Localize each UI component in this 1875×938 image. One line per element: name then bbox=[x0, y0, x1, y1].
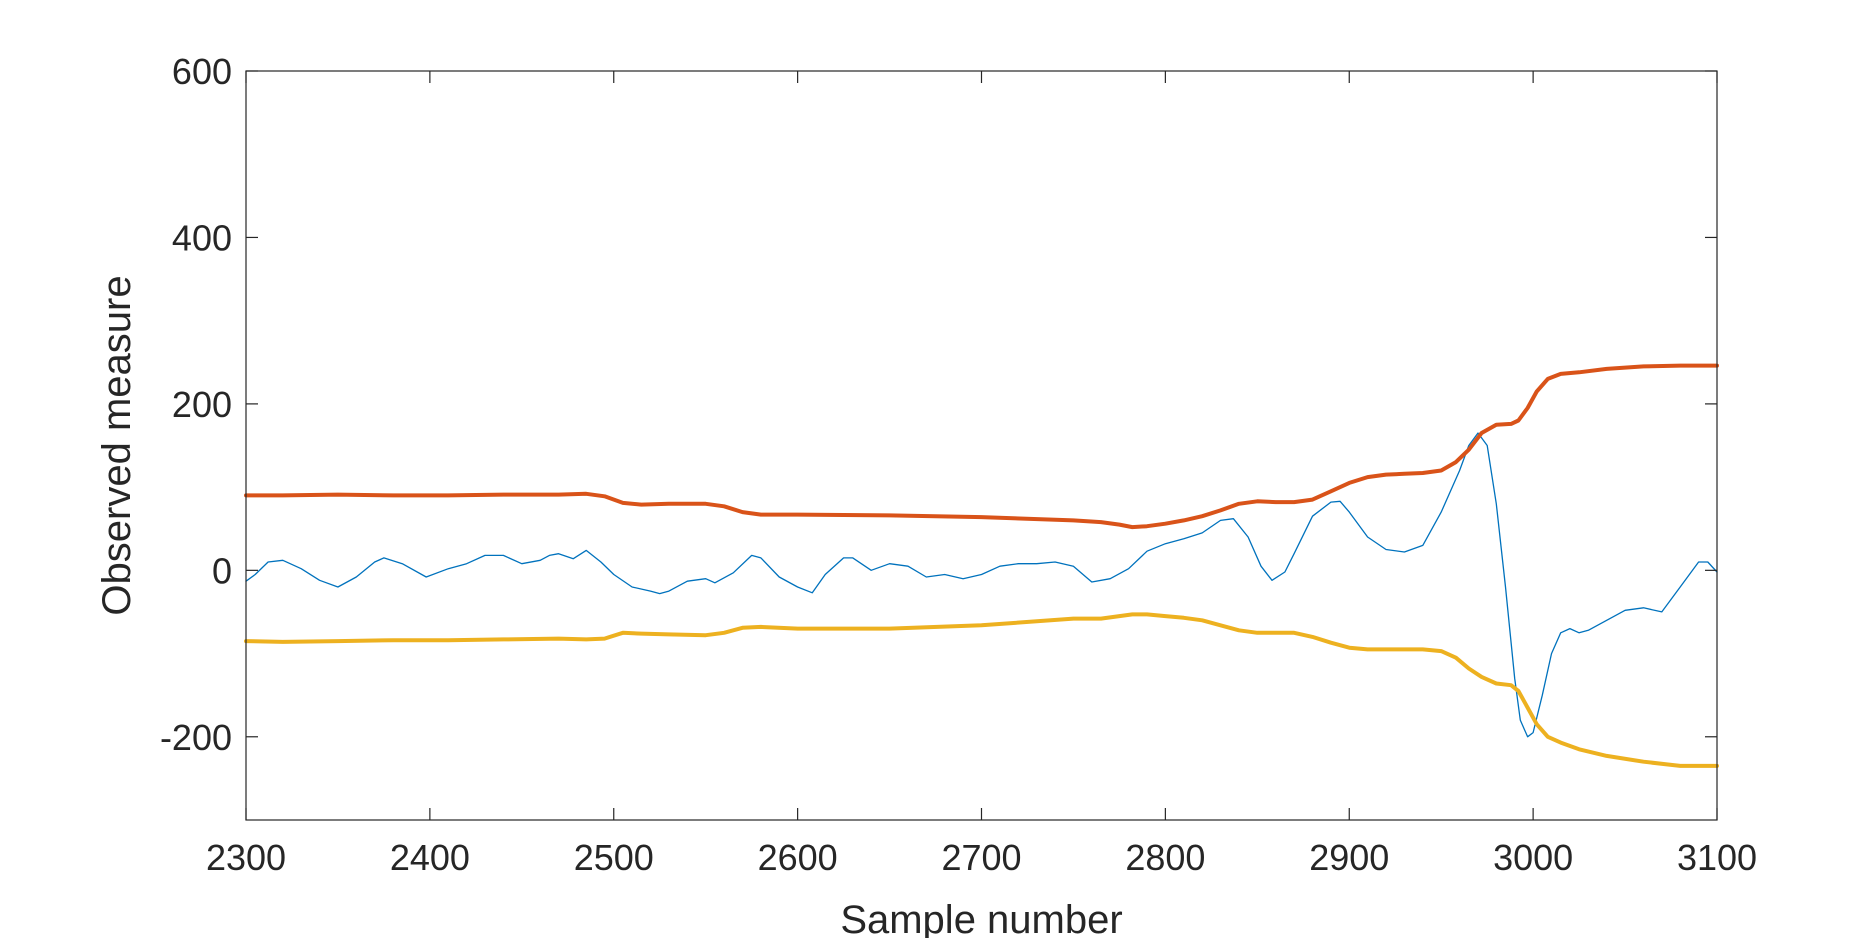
series-line-3 bbox=[244, 612, 1719, 768]
series-line-1 bbox=[245, 432, 1718, 738]
x-tick-label: 2300 bbox=[206, 837, 286, 878]
ticks-layer: 2300 2400 2500 2600 2700 2800 2900 3000 3100 -200… bbox=[160, 51, 1757, 878]
y-tick-label: 400 bbox=[172, 217, 232, 258]
x-tick-label: 3100 bbox=[1677, 837, 1757, 878]
y-tick-label: 0 bbox=[212, 550, 232, 591]
x-axis-label: Sample number bbox=[840, 898, 1122, 938]
x-tick-label: 2500 bbox=[574, 837, 654, 878]
x-tick-label: 2800 bbox=[1125, 837, 1205, 878]
x-tick-label: 2400 bbox=[390, 837, 470, 878]
y-axis-label: Observed measure bbox=[95, 275, 139, 615]
x-tick-label: 3000 bbox=[1493, 837, 1573, 878]
y-tick-label: 200 bbox=[172, 384, 232, 425]
y-tick-label: -200 bbox=[160, 717, 232, 758]
x-tick-label: 2600 bbox=[758, 837, 838, 878]
series-line-2 bbox=[244, 363, 1719, 530]
x-tick-label: 2700 bbox=[941, 837, 1021, 878]
plot-area-box bbox=[245, 70, 1718, 821]
y-tick-label: 600 bbox=[172, 51, 232, 92]
x-tick-label: 2900 bbox=[1309, 837, 1389, 878]
series-layer bbox=[244, 363, 1719, 768]
